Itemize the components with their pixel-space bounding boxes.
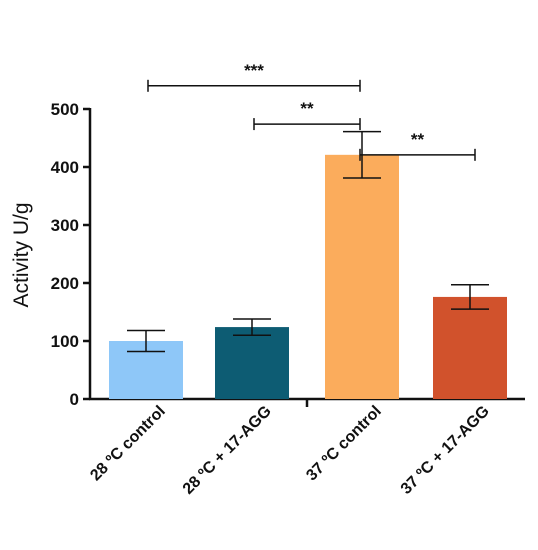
y-tick-label: 0 <box>70 390 79 409</box>
x-tick-label: 37 ºC + 17-AGG <box>398 403 493 498</box>
y-tick-label: 500 <box>51 100 79 119</box>
bar <box>215 327 289 399</box>
y-tick-label: 300 <box>51 216 79 235</box>
significance-bracket: ** <box>359 130 476 161</box>
x-tick-label: 28 ºC control <box>87 403 169 485</box>
x-tick-label: 37 ºC control <box>303 403 385 485</box>
bar <box>325 154 399 399</box>
y-tick-label: 400 <box>51 158 79 177</box>
y-ticks: 0 100 200 300 400 500 <box>51 100 90 409</box>
significance-brackets: ******* <box>147 61 476 161</box>
y-tick-label: 100 <box>51 332 79 351</box>
significance-label: *** <box>244 61 264 80</box>
significance-label: ** <box>300 99 314 118</box>
x-tick-label: 28 ºC + 17-AGG <box>180 403 275 498</box>
significance-label: ** <box>411 130 425 149</box>
bar <box>433 296 507 399</box>
bars <box>109 154 507 399</box>
significance-bracket: ** <box>253 99 361 131</box>
x-tick-labels: 28 ºC control 28 ºC + 17-AGG 37 ºC control… <box>87 403 493 498</box>
y-axis-label: Activity U/g <box>10 202 33 307</box>
significance-bracket: *** <box>147 61 361 92</box>
y-tick-label: 200 <box>51 274 79 293</box>
